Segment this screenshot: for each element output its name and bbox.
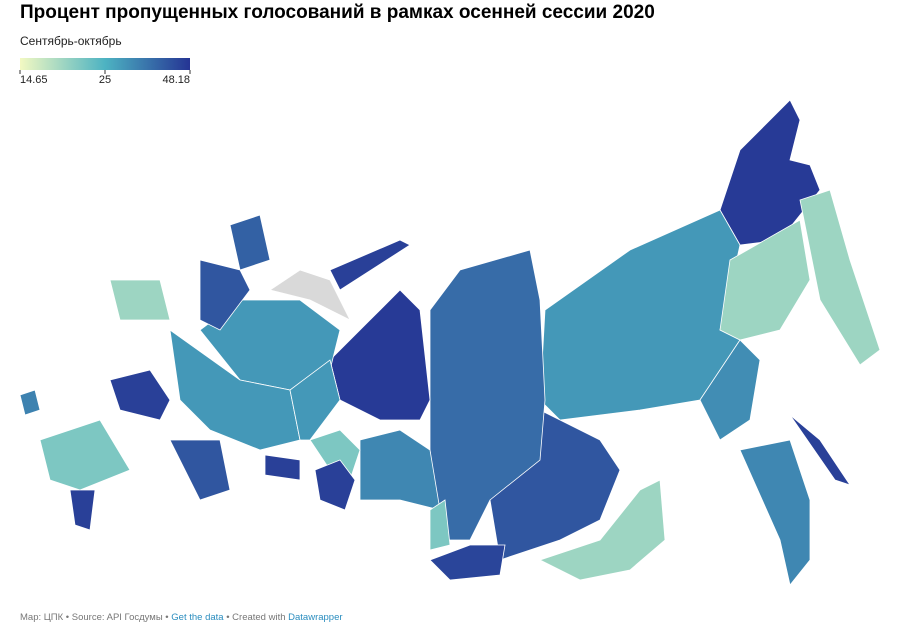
tool-link[interactable]: Datawrapper — [288, 612, 343, 623]
region — [269, 269, 351, 321]
region — [789, 414, 851, 486]
region — [329, 289, 431, 421]
footer-source: Map: ЦПК • Source: API Госдумы • — [20, 612, 169, 623]
region — [329, 239, 411, 291]
legend-label: 14.65 — [20, 74, 48, 86]
region — [109, 279, 171, 321]
region — [69, 489, 96, 531]
region — [169, 439, 231, 501]
legend-label: 48.18 — [162, 74, 190, 86]
region — [359, 429, 441, 511]
region — [264, 454, 301, 481]
region — [314, 459, 356, 511]
title: Процент пропущенных голосований в рамках… — [20, 2, 655, 23]
region — [538, 479, 666, 581]
region — [799, 189, 881, 366]
region — [289, 359, 341, 441]
region — [739, 439, 811, 586]
region — [109, 369, 171, 421]
region — [39, 419, 131, 491]
region — [429, 499, 451, 551]
legend-bar — [20, 58, 190, 70]
region — [699, 339, 761, 441]
region — [199, 259, 251, 331]
subtitle: Сентябрь-октябрь — [20, 34, 122, 48]
region — [429, 544, 506, 581]
data-link[interactable]: Get the data — [171, 612, 224, 623]
region — [719, 219, 811, 341]
legend-label: 25 — [99, 74, 111, 86]
region — [169, 329, 301, 451]
footer: Map: ЦПК • Source: API Госдумы • Get the… — [20, 612, 343, 623]
region — [229, 214, 271, 271]
footer-sep: • Created with — [226, 612, 286, 623]
region — [19, 389, 41, 416]
